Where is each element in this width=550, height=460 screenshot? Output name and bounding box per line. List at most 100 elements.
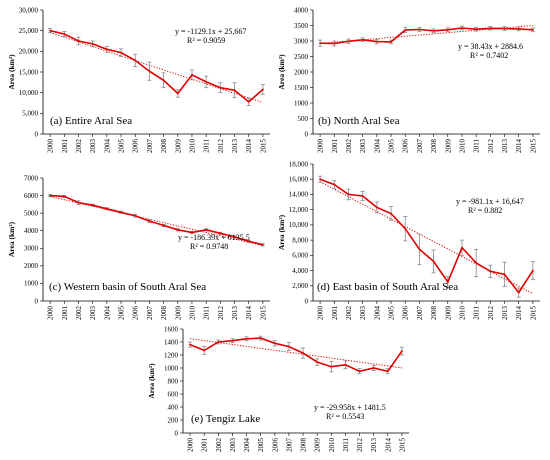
x-tick-label: 2009	[444, 306, 452, 321]
panel-label: (c) Western basin of South Aral Sea	[49, 281, 206, 293]
x-tick-label: 2007	[416, 306, 424, 321]
r-squared: R² = 0.9748	[190, 242, 228, 251]
x-tick-label: 2010	[188, 139, 196, 154]
data-point	[375, 206, 378, 209]
x-tick-label: 2014	[245, 139, 253, 154]
x-tick-label: 2006	[132, 306, 140, 321]
x-tick-label: 2013	[501, 306, 509, 321]
y-tick-label: 1000	[294, 99, 309, 107]
data-point	[361, 195, 364, 197]
x-tick-label: 2014	[245, 306, 253, 321]
y-tick-label: 6000	[24, 192, 39, 200]
y-tick-label: 20,000	[19, 48, 39, 56]
y-tick-label: 0	[35, 130, 39, 138]
data-point	[390, 41, 392, 43]
data-point	[517, 291, 520, 294]
x-tick-label: 2002	[345, 139, 353, 154]
data-point	[77, 201, 80, 204]
r-squared: R² = 0.9059	[187, 36, 225, 45]
y-tick-label: 7000	[24, 174, 39, 182]
y-tick-label: 10,000	[19, 89, 39, 97]
data-point	[401, 350, 403, 352]
r-squared: R² = 0.882	[468, 206, 502, 215]
x-tick-label: 2007	[416, 139, 424, 154]
x-tick-label: 2000	[317, 306, 325, 321]
data-point	[191, 231, 193, 234]
y-tick-label: 6,000	[292, 252, 308, 260]
y-tick-label: 15,000	[19, 68, 39, 76]
x-tick-label: 2004	[373, 139, 381, 154]
y-tick-label: 4000	[24, 227, 39, 235]
data-point	[316, 361, 319, 364]
y-axis-label: Area (km²)	[277, 54, 286, 90]
panel-label: (b) North Aral Sea	[318, 115, 400, 127]
trend-equation: y = -1129.1x + 25,667	[175, 27, 246, 36]
data-point	[489, 270, 492, 273]
data-point	[205, 81, 208, 83]
y-tick-label: 4,000	[292, 267, 308, 275]
data-point	[162, 224, 165, 227]
x-tick-label: 2004	[103, 139, 111, 154]
trendline	[49, 32, 264, 104]
x-tick-label: 2006	[402, 306, 410, 321]
data-line	[320, 27, 533, 45]
data-point	[120, 51, 122, 54]
x-tick-label: 2013	[501, 139, 509, 154]
x-tick-label: 2013	[231, 139, 239, 154]
data-point	[219, 232, 222, 235]
y-tick-label: 3500	[294, 22, 309, 30]
r-squared: R² = 0.7402	[470, 51, 508, 60]
y-tick-label: 8,000	[292, 236, 308, 244]
x-tick-label: 2011	[203, 139, 211, 153]
y-tick-label: 1200	[164, 351, 179, 359]
y-tick-label: 2000	[294, 68, 309, 76]
data-point	[372, 367, 375, 369]
data-point	[49, 29, 51, 32]
y-tick-label: 2000	[24, 262, 39, 270]
trend-equation: y = -981.1x + 16,647	[456, 197, 524, 206]
x-tick-label: 2005	[257, 438, 265, 453]
x-tick-label: 2009	[444, 139, 452, 154]
data-point	[475, 262, 478, 264]
data-point	[259, 337, 262, 339]
trendline	[319, 181, 534, 295]
x-tick-label: 2006	[271, 438, 279, 453]
data-point	[203, 349, 206, 352]
data-point	[134, 214, 137, 217]
data-point	[120, 211, 122, 214]
x-tick-label: 2001	[331, 139, 339, 154]
panel-label: (d) East basin of South Aral Sea	[317, 281, 458, 293]
x-tick-label: 2009	[174, 139, 182, 154]
x-tick-label: 2015	[259, 306, 267, 321]
x-tick-label: 2001	[61, 306, 69, 321]
data-point	[358, 370, 361, 373]
x-tick-label: 2000	[187, 438, 195, 453]
data-point	[386, 370, 389, 373]
trendline	[189, 338, 403, 369]
x-tick-label: 2010	[458, 306, 466, 321]
data-point	[418, 248, 421, 251]
y-tick-label: 0	[305, 130, 309, 138]
data-point	[517, 28, 520, 30]
data-line	[49, 29, 264, 103]
data-point	[347, 40, 350, 43]
panel-label: (a) Entire Aral Sea	[50, 115, 132, 127]
data-point	[503, 27, 506, 30]
data-point	[176, 228, 179, 231]
x-tick-label: 2006	[132, 139, 140, 154]
data-point	[233, 235, 236, 238]
x-tick-label: 2012	[487, 306, 495, 321]
data-point	[262, 88, 264, 91]
y-tick-label: 800	[168, 377, 179, 385]
y-tick-label: 2,000	[292, 282, 308, 290]
x-tick-label: 2012	[356, 438, 364, 453]
x-tick-label: 2013	[231, 306, 239, 321]
x-tick-label: 2012	[217, 139, 225, 154]
data-point	[176, 92, 179, 95]
data-point	[148, 220, 151, 222]
data-point	[91, 204, 94, 207]
data-point	[162, 79, 165, 82]
r-squared: R² = 0.5543	[326, 412, 364, 421]
y-tick-label: 3000	[24, 245, 39, 253]
